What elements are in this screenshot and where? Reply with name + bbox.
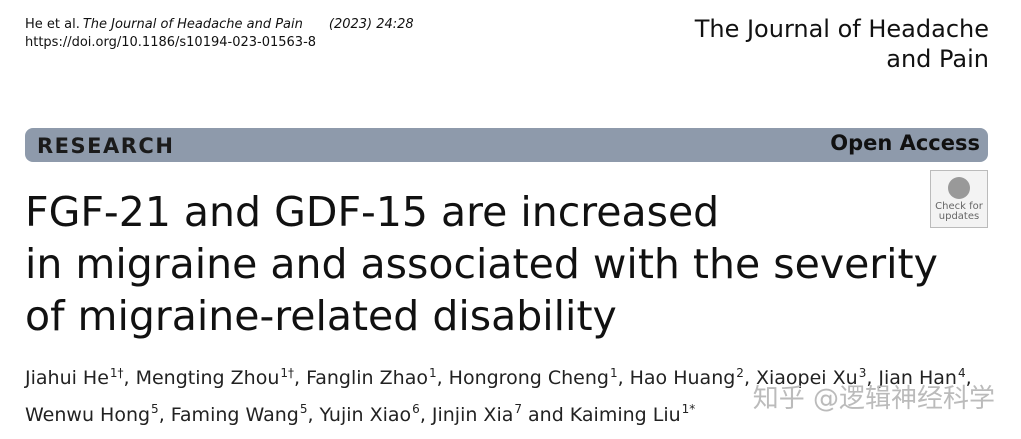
- author: Jinjin Xia7 and: [431, 402, 564, 426]
- author-name: Hongrong Cheng: [448, 367, 609, 390]
- badge-line: Check for: [935, 201, 983, 212]
- author: Mengting Zhou1†,: [135, 366, 301, 390]
- author: Wenwu Hong5,: [25, 402, 165, 426]
- affiliation: 1: [609, 366, 618, 380]
- separator: and: [528, 403, 564, 426]
- citation-journal: The Journal of Headache and Pain: [82, 17, 303, 32]
- check-updates-badge[interactable]: Check for updates: [930, 170, 988, 228]
- affiliation: 2: [736, 366, 744, 380]
- author: Jiahui He1†,: [25, 366, 130, 390]
- separator: ,: [419, 403, 426, 426]
- author-name: Jinjin Xia: [431, 403, 514, 426]
- author-name: Hao Huang: [629, 367, 736, 390]
- title-line: FGF-21 and GDF-15 are increased: [25, 188, 720, 236]
- citation-issue: (2023) 24:28: [328, 17, 414, 32]
- journal-line: and Pain: [886, 45, 989, 73]
- separator: ,: [743, 367, 750, 390]
- separator: ,: [436, 367, 443, 390]
- author-name: Jian Han: [878, 367, 957, 390]
- journal-name: The Journal of Headache and Pain: [695, 14, 989, 74]
- author-name: Fanglin Zhao: [306, 367, 428, 390]
- separator: ,: [965, 367, 972, 390]
- author-name: Jiahui He: [25, 367, 109, 390]
- citation-author: He et al.: [25, 17, 80, 32]
- separator: ,: [294, 367, 301, 390]
- badge-icon: [948, 177, 970, 199]
- affiliation: 5: [299, 402, 308, 417]
- separator: ,: [866, 367, 873, 390]
- doi[interactable]: https://doi.org/10.1186/s10194-023-01563…: [25, 35, 317, 50]
- separator: ,: [158, 403, 165, 426]
- open-access: Open Access: [830, 131, 980, 155]
- affiliation: 7: [514, 402, 523, 417]
- author-name: Kaiming Liu: [569, 403, 681, 426]
- author: Fanglin Zhao1,: [306, 366, 443, 390]
- separator: ,: [307, 403, 314, 426]
- author: Yujin Xiao6,: [319, 402, 426, 426]
- author: Jian Han4,: [878, 366, 972, 390]
- title: FGF-21 and GDF-15 are increased in migra…: [25, 186, 938, 342]
- affiliation: 6: [412, 402, 420, 417]
- affiliation: 4: [957, 366, 966, 380]
- author: Kaiming Liu1*: [569, 402, 696, 426]
- affiliation: 3: [858, 366, 867, 380]
- author: Hao Huang2,: [629, 366, 750, 390]
- author: Faming Wang5,: [170, 402, 314, 426]
- affiliation: 5: [151, 402, 159, 417]
- title-line: of migraine-related disability: [25, 292, 617, 340]
- title-line: in migraine and associated with the seve…: [25, 240, 938, 288]
- author: Xiaopei Xu3,: [755, 366, 873, 390]
- citation-line: He et al. The Journal of Headache and Pai…: [25, 16, 414, 34]
- journal-line: The Journal of Headache: [694, 15, 989, 43]
- affiliation: 1†: [280, 366, 295, 380]
- watermark: 知乎 @逻辑神经科学: [752, 384, 995, 414]
- affiliation: 1*: [681, 402, 696, 417]
- author: Hongrong Cheng1,: [448, 366, 624, 390]
- author-name: Yujin Xiao: [319, 403, 412, 426]
- citation: He et al. The Journal of Headache and Pai…: [25, 16, 414, 52]
- affiliation: 1†: [109, 366, 124, 380]
- author-name: Mengting Zhou: [135, 367, 280, 390]
- author-name: Xiaopei Xu: [755, 367, 858, 390]
- article-type: RESEARCH: [37, 134, 175, 158]
- separator: ,: [123, 367, 130, 390]
- author-name: Wenwu Hong: [25, 403, 151, 426]
- badge-line: updates: [938, 211, 980, 222]
- author-line: Wenwu Hong5, Faming Wang5, Yujin Xiao6, Jin…: [25, 394, 978, 430]
- authors: Jiahui He1†, Mengting Zhou1†, Fanglin Zhao…: [25, 358, 978, 431]
- affiliation: 1: [428, 366, 437, 380]
- author-name: Faming Wang: [170, 403, 299, 426]
- separator: ,: [617, 367, 624, 390]
- author-line: Jiahui He1†, Mengting Zhou1†, Fanglin Zhao…: [25, 358, 978, 394]
- banner: RESEARCH Open Access: [25, 128, 988, 162]
